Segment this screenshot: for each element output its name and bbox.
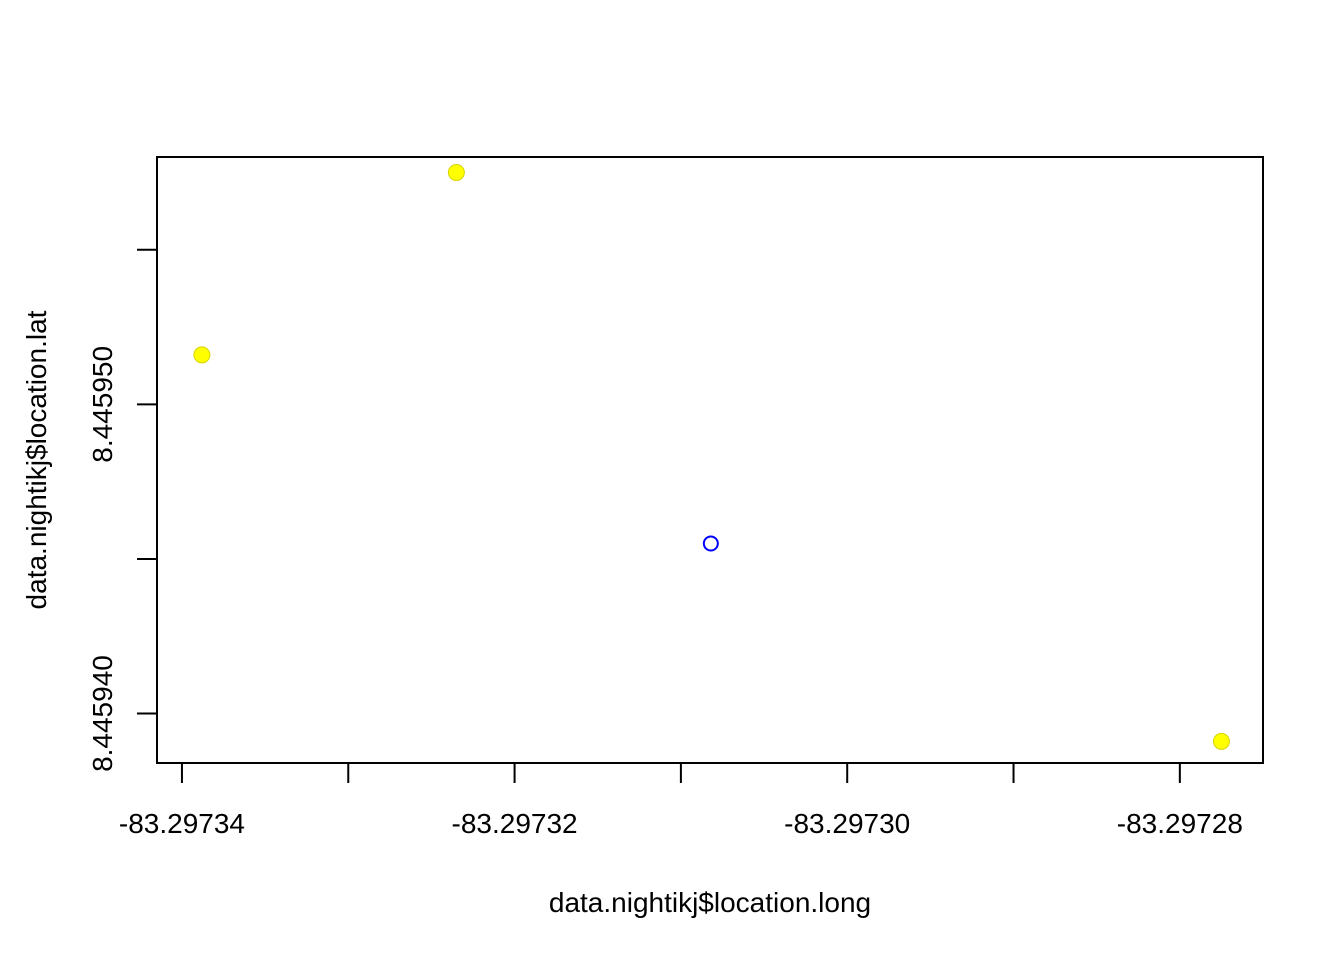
data-point-blue [702, 535, 719, 552]
plot-frame [156, 156, 1264, 764]
x-tick-label: -83.29734 [119, 808, 245, 839]
x-tick-label: -83.29730 [784, 808, 910, 839]
x-axis: -83.29734 -83.29732 -83.29730 -83.29728 [119, 762, 1243, 839]
x-axis-title: data.nightikj$location.long [549, 887, 871, 918]
y-tick-label: 8.445940 [87, 655, 118, 772]
data-point-yellow [193, 346, 211, 364]
data-point-yellow [447, 163, 465, 181]
y-axis: 8.445940 8.445950 [87, 248, 158, 772]
x-tick-label: -83.29728 [1117, 808, 1243, 839]
y-tick-label: 8.445950 [87, 346, 118, 463]
y-axis-title: data.nightikj$location.lat [21, 310, 52, 609]
x-tick-label: -83.29732 [452, 808, 578, 839]
data-points [193, 163, 1230, 750]
data-point-yellow [1212, 732, 1230, 750]
